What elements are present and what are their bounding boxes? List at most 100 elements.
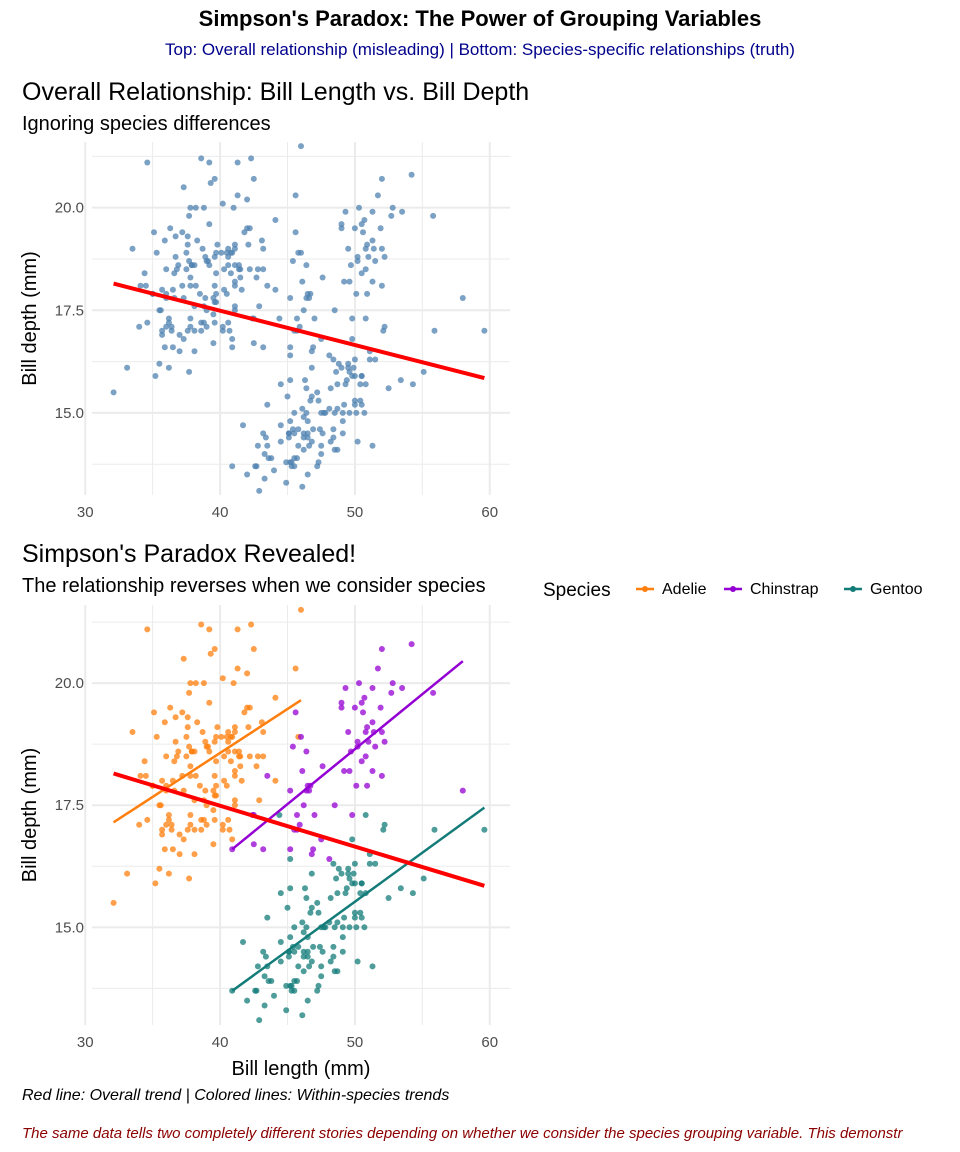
adelie-point: [172, 714, 179, 721]
overall-point: [231, 303, 238, 310]
overall-point: [431, 327, 438, 334]
adelie-point: [230, 680, 237, 687]
adelie-point: [188, 748, 195, 755]
gentoo-point: [335, 865, 342, 872]
overall-point: [351, 397, 358, 404]
overall-point: [244, 471, 251, 478]
overall-point: [360, 229, 366, 236]
overall-point: [350, 364, 357, 371]
adelie-point: [194, 719, 201, 726]
gentoo-point: [268, 978, 275, 984]
gentoo-point: [349, 836, 356, 843]
adelie-point: [151, 709, 157, 716]
overall-point: [246, 225, 253, 232]
overall-point: [171, 270, 178, 277]
adelie-trend-line: [112, 699, 302, 824]
overall-point: [388, 212, 395, 219]
adelie-point: [292, 665, 299, 672]
gentoo-point: [327, 958, 334, 965]
chinstrap-point: [358, 758, 365, 765]
chinstrap-trend-line: [231, 660, 464, 851]
gentoo-point: [362, 812, 369, 818]
species-scatter-chart: 30 40 50 60 15.0 17.5 20.0 Bill depth (mm) Bill …: [19, 580, 923, 1080]
overall-point: [353, 290, 360, 297]
gentoo-point: [334, 890, 341, 897]
adelie-point: [237, 753, 244, 760]
adelie-point: [272, 777, 279, 784]
overall-point: [141, 270, 148, 277]
chinstrap-point: [361, 694, 368, 701]
adelie-point: [191, 826, 198, 833]
overall-point: [334, 381, 341, 388]
gentoo-point: [381, 821, 388, 828]
y-axis-label: Bill depth (mm): [19, 748, 41, 882]
legend-key-dot-chinstrap: [730, 586, 736, 592]
gentoo-point: [285, 953, 292, 960]
overall-point: [311, 315, 318, 322]
overall-point: [198, 319, 205, 326]
gentoo-point: [369, 963, 376, 970]
gentoo-point: [308, 870, 315, 877]
chinstrap-point: [303, 748, 310, 755]
overall-point: [361, 217, 368, 223]
overall-point: [378, 245, 385, 252]
adelie-point: [180, 836, 187, 843]
gentoo-point: [240, 939, 246, 945]
adelie-point: [161, 846, 168, 853]
overall-point: [362, 315, 369, 322]
adelie-point: [196, 782, 203, 789]
adelie-point: [163, 821, 170, 828]
overall-point: [369, 208, 376, 215]
adelie-point: [219, 675, 226, 682]
overall-point: [180, 336, 187, 342]
overall-point: [304, 471, 311, 478]
x-tick-label: 50: [347, 1034, 364, 1051]
gentoo-point: [318, 973, 325, 980]
overall-point: [369, 442, 376, 449]
gentoo-point: [338, 870, 345, 877]
overall-point: [161, 344, 168, 351]
gentoo-point: [244, 997, 251, 1004]
overall-point: [304, 418, 311, 425]
gentoo-point: [409, 890, 416, 897]
gentoo-point: [345, 870, 352, 877]
adelie-point: [159, 826, 166, 833]
gentoo-point: [271, 992, 277, 999]
gentoo-point: [294, 978, 300, 984]
overall-point: [165, 315, 172, 322]
overall-point: [211, 282, 218, 289]
chinstrap-point: [287, 787, 294, 794]
adelie-point: [211, 646, 218, 652]
gentoo-point: [303, 895, 310, 901]
gentoo-point: [318, 963, 325, 970]
overall-point: [272, 217, 279, 223]
gentoo-point: [349, 880, 356, 887]
overall-point: [225, 319, 232, 326]
overall-point: [218, 249, 225, 256]
overall-point: [244, 196, 251, 203]
adelie-point: [219, 821, 226, 828]
overall-point: [357, 381, 364, 388]
overall-point: [198, 327, 205, 334]
adelie-point: [186, 743, 193, 750]
overall-point: [338, 221, 345, 228]
overall-point: [191, 348, 198, 355]
overall-point: [339, 430, 346, 437]
adelie-point: [214, 724, 221, 731]
overall-point: [187, 315, 194, 322]
overall-point: [385, 385, 392, 392]
overall-point: [186, 212, 193, 219]
adelie-point: [234, 626, 241, 633]
overall-point: [240, 422, 246, 429]
gentoo-point: [287, 885, 294, 892]
gentoo-point: [283, 1007, 290, 1014]
overall-point: [326, 352, 333, 359]
chinstrap-point: [338, 699, 345, 706]
adelie-point: [191, 851, 198, 858]
legend-label-chinstrap: Chinstrap: [750, 581, 819, 598]
overall-point: [213, 270, 220, 277]
overall-point: [229, 336, 236, 342]
overall-point: [358, 401, 365, 408]
gentoo-point: [288, 987, 295, 994]
overall-point: [142, 282, 149, 289]
